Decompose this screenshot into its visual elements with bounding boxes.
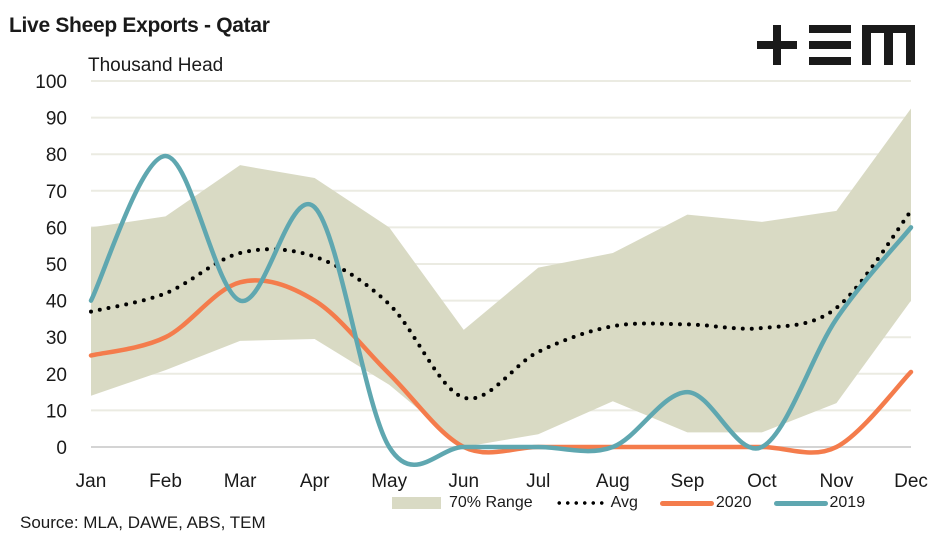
legend-label-2020: 2020 (715, 494, 752, 511)
x-tick-label: May (371, 471, 407, 492)
series-line-2019 (88, 153, 914, 467)
x-tick-label: Jun (448, 471, 479, 492)
y-tick-label: 40 (46, 292, 67, 313)
legend-item-2020: 2020 (659, 494, 752, 512)
x-tick-label: Nov (820, 471, 854, 492)
range-band (91, 108, 911, 447)
y-tick-label: 100 (35, 72, 67, 93)
legend-label-2019: 2019 (829, 494, 866, 511)
legend-item-avg: Avg (554, 494, 638, 512)
legend-label-range: 70% Range (449, 494, 533, 511)
y-tick-label: 70 (46, 182, 67, 203)
legend: 70% Range Avg 2020 2019 (392, 494, 887, 512)
x-tick-label: Sep (670, 471, 704, 492)
y-tick-labels: 0 10 20 30 40 50 60 70 80 90 100 (35, 72, 67, 459)
series-layer (88, 153, 914, 467)
x-tick-label: Jan (76, 471, 107, 492)
legend-swatch-avg (554, 500, 605, 506)
y-tick-label: 0 (56, 438, 67, 459)
y-tick-label: 60 (46, 218, 67, 239)
legend-swatch-range (392, 497, 441, 509)
legend-label-avg: Avg (610, 494, 638, 511)
y-tick-label: 10 (46, 401, 67, 422)
y-tick-label: 50 (46, 255, 67, 276)
y-tick-label: 30 (46, 328, 67, 349)
x-tick-labels: Jan Feb Mar Apr May Jun Jul Aug Sep Oct Nov Dec (76, 471, 928, 492)
tem-logo-icon (757, 25, 915, 65)
legend-swatch-2019 (773, 500, 828, 506)
y-tick-label: 80 (46, 145, 67, 166)
x-tick-label: Mar (224, 471, 257, 492)
y-axis-label: Thousand Head (88, 55, 224, 76)
chart-title: Live Sheep Exports - Qatar (9, 14, 270, 37)
y-tick-label: 20 (46, 365, 67, 386)
y-tick-label: 90 (46, 109, 67, 130)
series-line-avg (89, 208, 913, 401)
legend-item-range: 70% Range (392, 494, 533, 512)
x-tick-label: Apr (300, 471, 330, 492)
x-tick-label: Jul (526, 471, 550, 492)
source-note: Source: MLA, DAWE, ABS, TEM (20, 513, 266, 532)
range-band-layer (91, 108, 911, 447)
series-line-2020 (88, 278, 914, 455)
x-tick-label: Dec (894, 471, 928, 492)
legend-item-2019: 2019 (773, 494, 866, 512)
x-tick-label: Oct (747, 471, 777, 492)
x-tick-label: Feb (149, 471, 182, 492)
legend-swatch-2020 (659, 500, 714, 506)
x-tick-label: Aug (596, 471, 630, 492)
